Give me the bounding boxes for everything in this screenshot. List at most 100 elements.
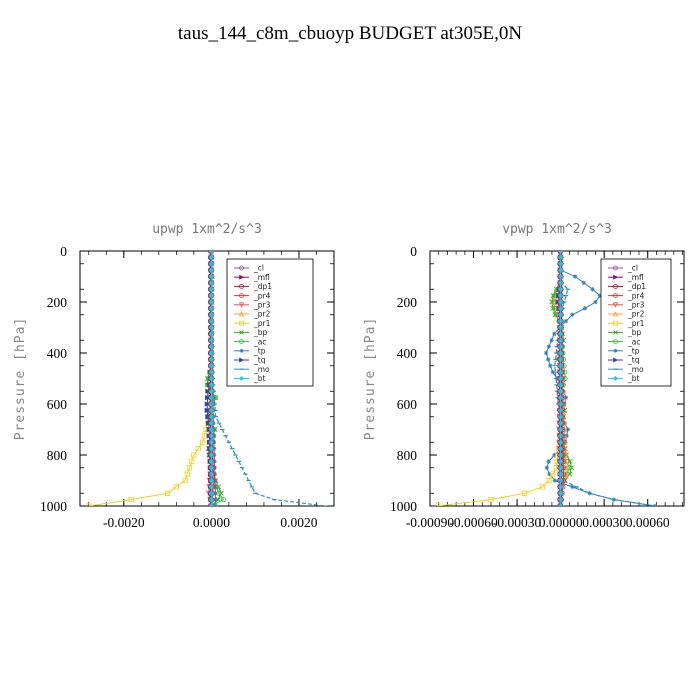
series-point (208, 261, 215, 267)
series-point (543, 350, 549, 356)
legend-label: _tp (253, 347, 266, 356)
series-point (597, 293, 603, 298)
legend-label: _dp1 (627, 282, 646, 291)
legend-label: _pr2 (627, 310, 645, 319)
series-point (558, 337, 564, 343)
series-point (539, 484, 546, 490)
series-point (558, 344, 564, 350)
series-point (558, 312, 564, 318)
vpwp-panel: vpwp 1xm^2/s^3 Pressure [hPa] 0 200 400 600 80… (363, 222, 685, 530)
x-tick-label: -0.00090 (406, 515, 455, 530)
series-point (546, 477, 552, 484)
x-tick-label: -0.0020 (103, 515, 145, 530)
series-point (208, 286, 215, 292)
series-point (564, 433, 569, 439)
y-axis-label: Pressure [hPa] (363, 317, 378, 441)
series-point (212, 471, 218, 477)
series-point (558, 363, 564, 369)
series-point (558, 414, 564, 420)
series-point (208, 407, 215, 413)
series-point (549, 338, 554, 343)
series-point (572, 274, 578, 279)
series-point (208, 414, 215, 420)
series-point (590, 287, 595, 292)
y-tick-label: 0 (60, 244, 67, 259)
series-point (208, 465, 215, 471)
series-point (593, 299, 598, 305)
series-point (164, 490, 171, 496)
series-point (558, 293, 564, 299)
legend-label: _pr3 (253, 301, 271, 310)
x-tick-label: 0.00060 (626, 515, 670, 530)
legend-marker (613, 330, 618, 335)
series-point (545, 357, 551, 362)
series-point (213, 497, 218, 502)
legend-marker (239, 283, 244, 289)
y-tick-label: 1000 (390, 499, 417, 514)
series-point (208, 254, 215, 260)
legend-marker (239, 265, 244, 271)
series-point (550, 369, 555, 375)
series-point (208, 337, 215, 343)
series-point (208, 446, 215, 452)
series-point (208, 356, 215, 362)
series-point (208, 439, 215, 445)
y-axis-label: Pressure [hPa] (13, 317, 28, 441)
series-point (208, 375, 215, 382)
x-tick-label: 0.0000 (193, 515, 230, 530)
series-point (208, 471, 215, 477)
y-tick-label: 800 (397, 448, 418, 463)
y-tick-label: 1000 (40, 499, 67, 514)
legend-label: _mfl (253, 273, 270, 282)
series-point (558, 420, 564, 426)
y-tick-label: 200 (47, 295, 68, 310)
series-point (558, 254, 564, 260)
series-pr1 (434, 251, 564, 506)
series-point (565, 427, 571, 432)
y-tick-label: 400 (47, 346, 68, 361)
y-tick-label: 600 (397, 397, 418, 412)
panel-title: upwp 1xm^2/s^3 (152, 222, 262, 237)
legend-label: _bp (253, 328, 268, 337)
legend-label: _pr4 (627, 291, 645, 300)
figure-title: taus_144_c8m_cbuoyp BUDGET at305E,0N (178, 23, 523, 44)
legend-marker (613, 274, 619, 280)
series-point (544, 465, 550, 470)
series-point (208, 324, 215, 331)
series-bt (558, 251, 564, 506)
legend-label: _tp (627, 347, 640, 356)
series-point (558, 267, 564, 273)
series-point (558, 395, 564, 401)
series-point (558, 369, 564, 375)
series-point (546, 344, 552, 349)
series-point (558, 497, 564, 503)
legend-label: _mfl (627, 273, 644, 282)
legend-label: _bt (627, 374, 640, 383)
panel-title: vpwp 1xm^2/s^3 (502, 222, 612, 237)
legend-label: _mo (627, 365, 644, 374)
series-point (552, 452, 557, 458)
series-point (208, 299, 215, 305)
legend-marker (613, 265, 618, 271)
series-point (558, 471, 564, 477)
legend-label: _cl (253, 264, 264, 273)
legend-marker (239, 320, 244, 326)
legend-marker (613, 283, 618, 289)
series-point (558, 382, 564, 388)
series-point (434, 503, 440, 506)
series-point (220, 497, 227, 503)
series-group (434, 251, 658, 506)
series-point (208, 433, 215, 439)
series-point (558, 458, 564, 464)
series-point (213, 491, 218, 496)
series-point (208, 388, 215, 394)
series-pr1 (86, 251, 214, 506)
series-point (550, 471, 556, 477)
plot-frame (79, 250, 335, 507)
series-point (558, 261, 564, 267)
legend-marker (239, 330, 244, 335)
series-point (558, 286, 564, 292)
series-point (200, 439, 206, 445)
series-point (208, 280, 215, 286)
series-point (488, 497, 494, 503)
